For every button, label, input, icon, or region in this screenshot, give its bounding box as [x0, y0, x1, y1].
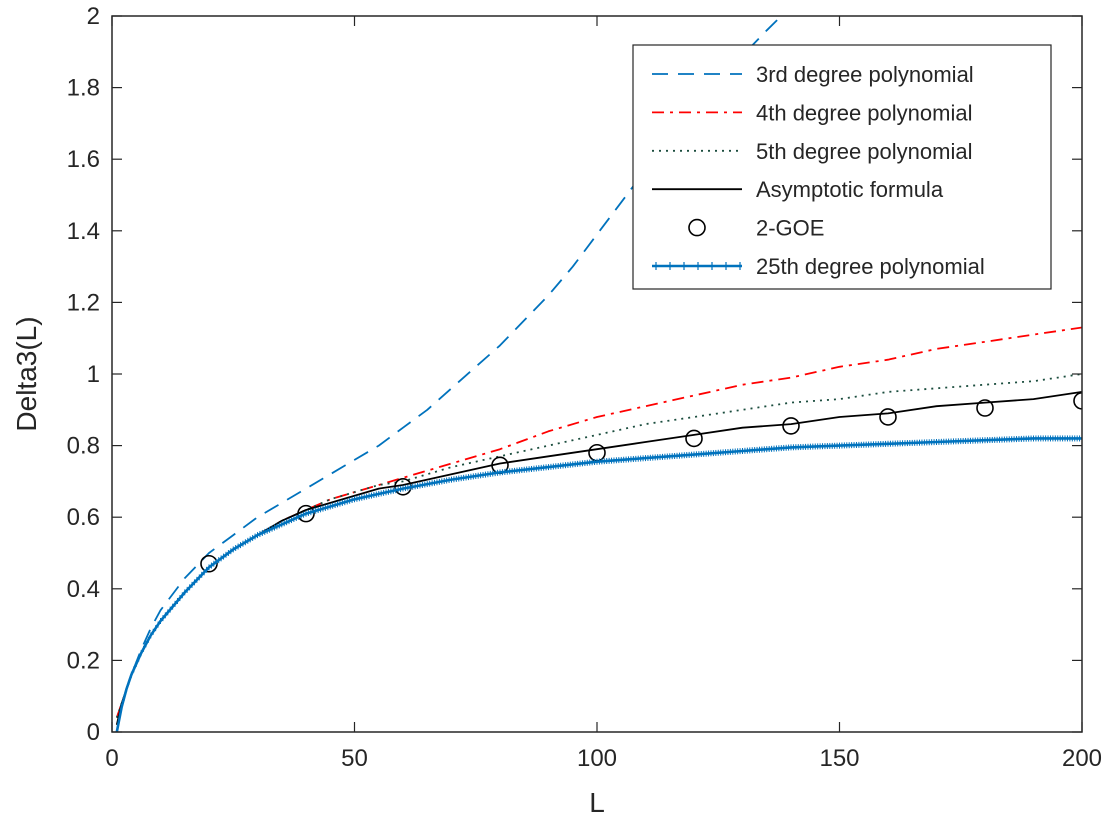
data-point-2-goe	[1073, 392, 1082, 410]
data-point-2-goe	[879, 408, 897, 426]
y-tick-label: 1.6	[67, 146, 100, 173]
y-tick-label: 1.4	[67, 218, 100, 245]
legend-label-asymptotic-formula: Asymptotic formula	[756, 177, 944, 202]
legend-label-5th-degree-polynomial: 5th degree polynomial	[756, 139, 972, 164]
legend-items: 3rd degree polynomial 4th degree polynomi…	[652, 62, 985, 279]
y-tick-label: 1	[87, 361, 100, 388]
x-axis-title: L	[589, 787, 605, 818]
series-markers-25th-degree-polynomial	[116, 435, 1082, 732]
data-point-2-goe	[297, 504, 315, 523]
y-tick-label: 1.8	[67, 75, 100, 102]
x-tick-label: 200	[1062, 745, 1102, 772]
legend: 3rd degree polynomial 4th degree polynomi…	[632, 44, 1052, 290]
series-line-4th-degree-polynomial	[115, 326, 1082, 718]
y-tick-label: 0.8	[67, 433, 100, 460]
legend-box	[632, 44, 1052, 290]
data-point-2-goe	[976, 399, 994, 417]
x-tick-label: 50	[341, 745, 368, 772]
data-point-2-goe	[685, 429, 703, 448]
x-tick-label: 150	[819, 745, 859, 772]
legend-swatch-2-goe	[688, 218, 706, 237]
legend-label-3rd-degree-polynomial: 3rd degree polynomial	[756, 62, 974, 87]
y-tick-label: 0	[87, 719, 100, 746]
y-tick-label: 0.4	[67, 576, 100, 603]
data-point-2-goe	[200, 554, 218, 573]
x-tick-label: 100	[577, 745, 617, 772]
legend-label-4th-degree-polynomial: 4th degree polynomial	[756, 100, 972, 125]
y-tick-label: 0.6	[67, 504, 100, 531]
y-tick-label: 1.2	[67, 289, 100, 316]
legend-label-2-goe: 2-GOE	[756, 216, 824, 241]
data-point-2-goe	[782, 417, 800, 435]
legend-label-25th-degree-polynomial: 25th degree polynomial	[756, 254, 985, 279]
x-tick-label: 0	[105, 745, 118, 772]
ticks-layer: 0 50 100 150 200 0 0.2 0.4 0.6 0.8 1 1.2 1.4 1.6 1.8 2	[67, 3, 1102, 772]
y-tick-label: 0.2	[67, 647, 100, 674]
y-axis-title: Delta3(L)	[11, 316, 42, 431]
y-tick-label: 2	[87, 3, 100, 30]
